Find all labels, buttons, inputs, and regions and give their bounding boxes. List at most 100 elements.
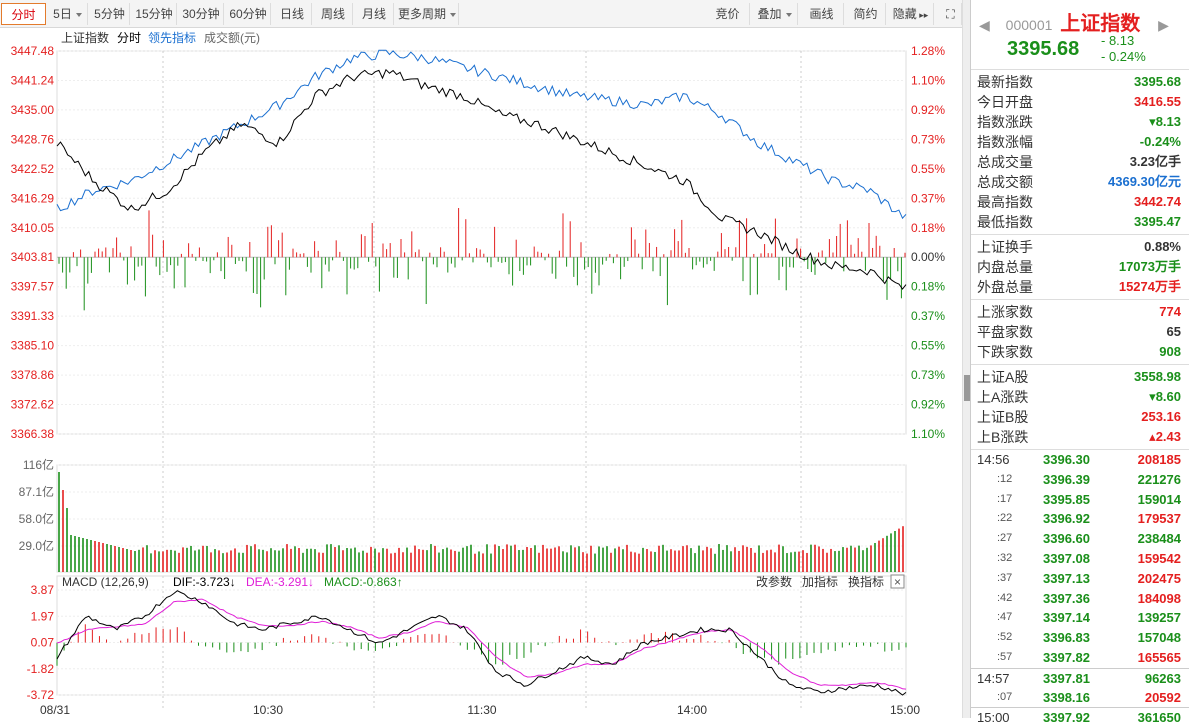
tick-price: 3396.83 — [1043, 630, 1090, 646]
tick-time: :07 — [997, 690, 1013, 703]
quote-group-3: 上涨家数 774 平盘家数 65 下跌家数 908 — [971, 300, 1189, 365]
tick-time: :37 — [997, 571, 1013, 584]
dea-line — [56, 598, 907, 690]
quote-value: ▾8.60 — [1149, 389, 1181, 404]
time-tick: 08/31 — [40, 703, 70, 717]
splitter-handle[interactable] — [964, 375, 970, 401]
tab-period-2[interactable]: 5分钟 — [90, 3, 130, 25]
price-tick-left: 3366.38 — [11, 427, 55, 441]
quote-row: 内盘总量 17073万手 — [971, 257, 1189, 277]
lead-line — [56, 49, 907, 220]
fullscreen-icon[interactable]: ⛶ — [940, 3, 962, 25]
tab-period-8[interactable]: 月线 — [355, 3, 394, 25]
quote-row: 总成交量 3.23亿手 — [971, 152, 1189, 172]
price-tick-left: 3378.86 — [11, 368, 55, 382]
legend-lead: 领先指标 — [148, 30, 196, 45]
pct-tick-right: 0.55% — [911, 162, 945, 176]
price-tick-left: 3435.00 — [11, 103, 55, 117]
tick-row: 14:56 3396.30 208185 — [971, 450, 1189, 470]
tool-hide-button[interactable]: 隐藏 ▸▸ — [888, 3, 934, 25]
pct-tick-right: 0.18% — [911, 221, 945, 235]
dif-line — [56, 590, 907, 696]
macd-value: MACD:-0.863↑ — [324, 575, 403, 589]
price-tick-left: 3428.76 — [11, 132, 55, 146]
quote-row: 指数涨跌 ▾8.13 — [971, 112, 1189, 132]
tick-time: :42 — [997, 591, 1013, 604]
tab-period-6[interactable]: 日线 — [273, 3, 312, 25]
chevron-down-icon — [75, 12, 82, 17]
legend-mode: 分时 — [117, 31, 141, 45]
tool-simple-button[interactable]: 简约 — [846, 3, 886, 25]
stock-name: 上证指数 — [1060, 13, 1141, 35]
quote-value: 3558.98 — [1134, 369, 1181, 384]
tick-time: :27 — [997, 532, 1013, 545]
quote-row: 上A涨跌 ▾8.60 — [971, 387, 1189, 407]
next-stock-icon[interactable]: ▶ — [1158, 17, 1169, 33]
tick-volume: 159014 — [1137, 491, 1181, 507]
tick-time: :22 — [997, 512, 1013, 525]
tick-volume: 165565 — [1137, 649, 1181, 665]
price-panel-frame — [56, 50, 907, 435]
tick-time: 15:00 — [977, 710, 1010, 726]
volume-tick: 58.0亿 — [19, 511, 54, 526]
tick-price: 3396.92 — [1043, 511, 1090, 527]
tab-period-1[interactable]: 5日 — [48, 3, 88, 25]
panel-splitter[interactable] — [962, 0, 970, 718]
intraday-chart[interactable]: 上证指数 分时 领先指标 成交额(元) 3447.48 1.28% 3441.24 1.10%… — [0, 28, 966, 718]
quote-label: 总成交额 — [977, 174, 1033, 190]
tab-timeshare[interactable]: 分时 — [1, 3, 46, 25]
macd-tick: -3.72 — [27, 688, 55, 702]
chart-area[interactable]: 上证指数 分时 领先指标 成交额(元) 3447.48 1.28% 3441.24 1.10%… — [0, 28, 966, 718]
tab-period-7[interactable]: 周线 — [314, 3, 353, 25]
pct-tick-right: 0.37% — [911, 191, 945, 205]
tick-volume: 20592 — [1144, 689, 1181, 705]
tick-row: :52 3396.83 157048 — [971, 628, 1189, 648]
price-tick-left: 3441.24 — [11, 73, 55, 87]
quote-label: 上证A股 — [977, 369, 1029, 385]
price-tick-left: 3391.33 — [11, 309, 55, 323]
tick-row: :12 3396.39 221276 — [971, 470, 1189, 490]
tick-time: :32 — [997, 551, 1013, 564]
quote-row: 指数涨幅 -0.24% — [971, 132, 1189, 152]
quote-group-4: 上证A股 3558.98 上A涨跌 ▾8.60 上证B股 253.16 上B涨跌 ▴2.43 — [971, 365, 1189, 450]
quote-label: 今日开盘 — [977, 94, 1033, 110]
tick-volume: 184098 — [1137, 590, 1181, 606]
quote-value: 3442.74 — [1134, 194, 1181, 209]
tick-volume: 179537 — [1137, 511, 1181, 527]
macd-tick: 1.97 — [31, 609, 55, 623]
price-change-pct: - 0.24% — [1101, 49, 1146, 64]
tool-auction-button[interactable]: 竞价 — [706, 3, 750, 25]
tick-price: 3397.36 — [1043, 590, 1090, 606]
last-price: 3395.68 — [1007, 38, 1080, 60]
tick-row: 15:00 3397.92 361650 — [971, 707, 1189, 727]
price-change: - 8.13 — [1101, 33, 1135, 48]
tab-period-9[interactable]: 更多周期 — [396, 3, 459, 25]
quote-label: 上证B股 — [977, 409, 1029, 425]
quote-row: 今日开盘 3416.55 — [971, 92, 1189, 112]
tool-draw-button[interactable]: 画线 — [800, 3, 844, 25]
tool-overlay-button[interactable]: 叠加 — [752, 3, 798, 25]
tick-row: :22 3396.92 179537 — [971, 509, 1189, 529]
tick-price: 3397.92 — [1043, 710, 1090, 726]
pct-tick-right: 1.28% — [911, 44, 945, 58]
quote-row: 最高指数 3442.74 — [971, 192, 1189, 212]
quote-value: 17073万手 — [1118, 259, 1181, 274]
price-tick-left: 3410.05 — [11, 221, 55, 235]
chevron-down-icon — [785, 12, 792, 17]
tab-period-5[interactable]: 60分钟 — [226, 3, 271, 25]
quote-row: 上涨家数 774 — [971, 302, 1189, 322]
tab-period-3[interactable]: 15分钟 — [132, 3, 177, 25]
add-indicator-button: 加指标 — [802, 574, 838, 589]
volume-tick: 29.0亿 — [19, 538, 54, 553]
quote-label: 下跌家数 — [977, 344, 1033, 360]
tick-list[interactable]: 14:56 3396.30 208185:12 3396.39 221276:17 339… — [971, 450, 1189, 727]
quote-label: 平盘家数 — [977, 324, 1033, 340]
quote-row: 下跌家数 908 — [971, 342, 1189, 362]
prev-stock-icon[interactable]: ◀ — [979, 17, 990, 33]
tick-price: 3397.82 — [1043, 649, 1090, 665]
price-tick-left: 3422.52 — [11, 162, 55, 176]
price-tick-left: 3416.29 — [11, 191, 55, 205]
tick-volume: 139257 — [1137, 610, 1181, 626]
tab-period-4[interactable]: 30分钟 — [179, 3, 224, 25]
quote-group-2: 上证换手 0.88% 内盘总量 17073万手 外盘总量 15274万手 — [971, 235, 1189, 300]
